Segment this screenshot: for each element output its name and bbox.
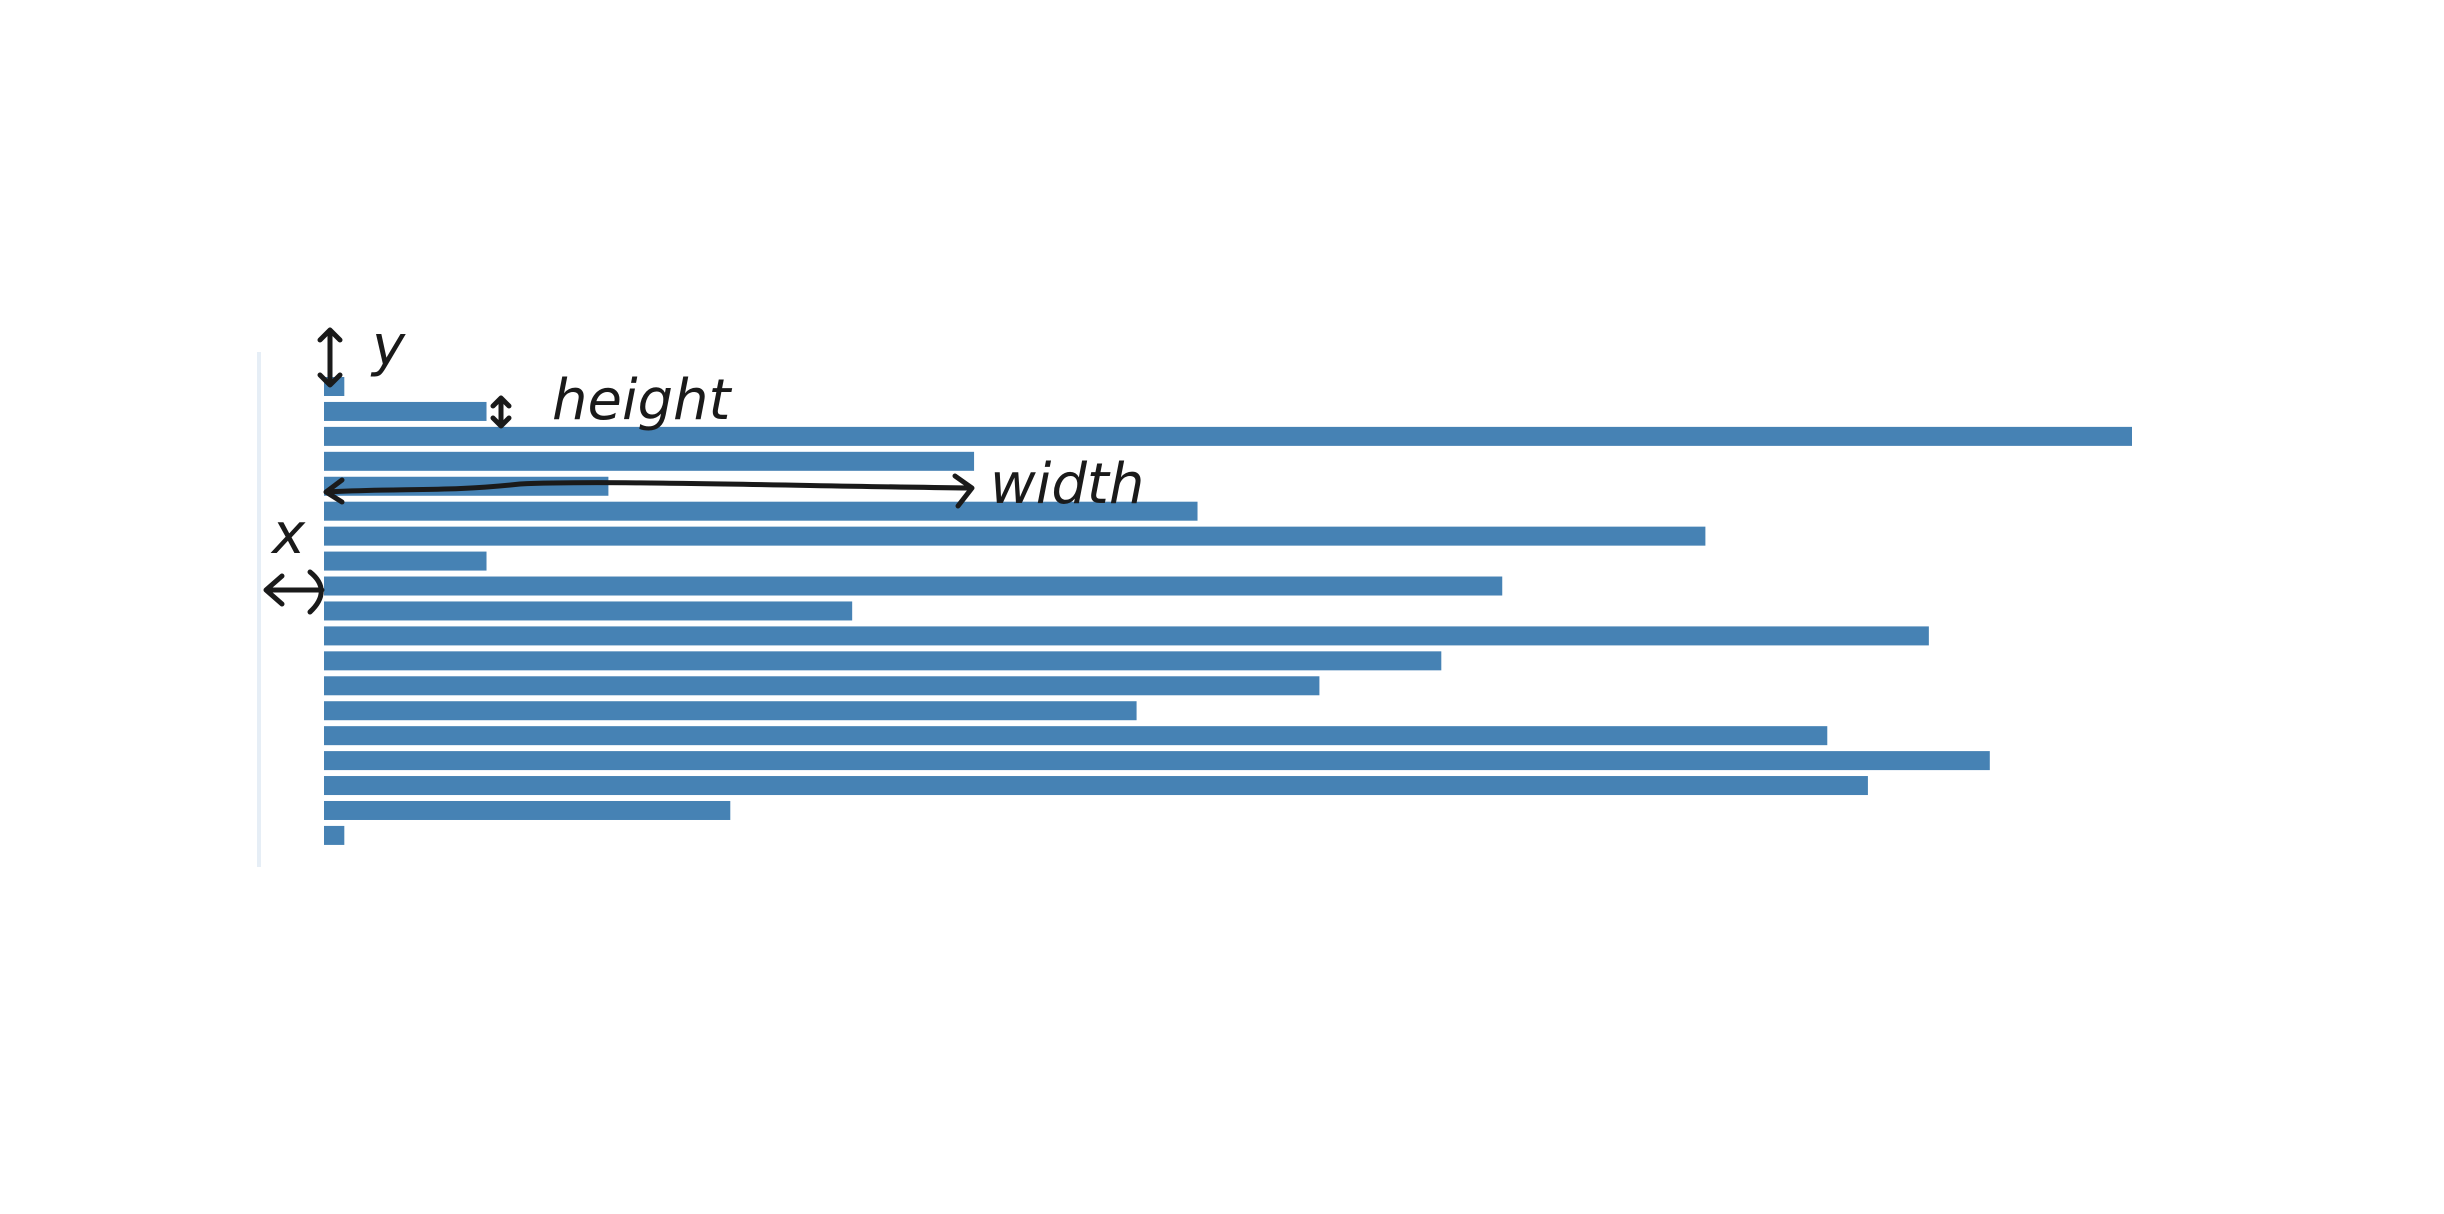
x-arrow	[263, 569, 325, 615]
bar	[324, 800, 731, 820]
bar	[324, 526, 1706, 546]
bar	[324, 426, 2132, 446]
annotation: y	[370, 314, 406, 379]
bar	[324, 501, 1198, 521]
bar	[324, 825, 345, 845]
axis-line	[257, 352, 261, 867]
bar	[324, 401, 487, 421]
bar	[324, 651, 1442, 671]
bar	[324, 626, 1929, 646]
annotation: width	[990, 452, 1144, 517]
bar	[324, 751, 1990, 771]
bar	[324, 676, 1320, 696]
y-arrow	[317, 327, 343, 388]
width-arrow	[323, 473, 975, 509]
annotation: x	[270, 502, 306, 567]
annotation: height	[552, 368, 733, 433]
height-arrow	[490, 395, 512, 429]
bar	[324, 701, 1137, 721]
bar	[324, 726, 1828, 746]
bar	[324, 576, 1503, 596]
bar	[324, 551, 487, 571]
bar	[324, 601, 853, 621]
bars	[324, 377, 2132, 845]
bar	[324, 451, 975, 471]
bar	[324, 776, 1868, 796]
